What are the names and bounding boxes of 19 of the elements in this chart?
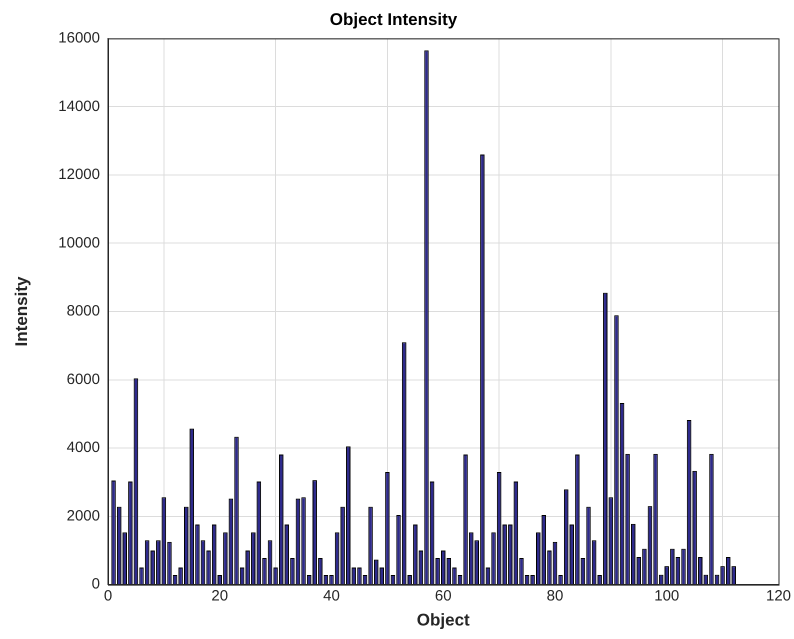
y-tick-label: 16000: [58, 30, 100, 47]
y-tick-label: 2000: [66, 507, 100, 524]
y-tick-label: 4000: [66, 439, 100, 456]
chart-title: Object Intensity: [330, 10, 458, 29]
x-tick-label: 20: [211, 588, 228, 605]
x-tick-label: 120: [766, 588, 791, 605]
x-axis-title: Object: [416, 610, 470, 630]
x-tick-label: 60: [434, 588, 452, 605]
y-tick-label: 14000: [58, 98, 100, 115]
x-tick-label: 40: [323, 588, 340, 605]
y-tick-label: 8000: [66, 302, 100, 320]
x-tick-label: 0: [104, 588, 112, 605]
y-tick-label: 0: [92, 576, 100, 593]
y-axis-title: Intensity: [12, 276, 31, 346]
x-tick-label: 80: [546, 588, 564, 605]
y-tick-label: 12000: [58, 166, 100, 184]
y-tick-label: 10000: [58, 234, 100, 252]
y-tick-label: 6000: [66, 370, 100, 388]
x-tick-label: 100: [654, 588, 680, 605]
